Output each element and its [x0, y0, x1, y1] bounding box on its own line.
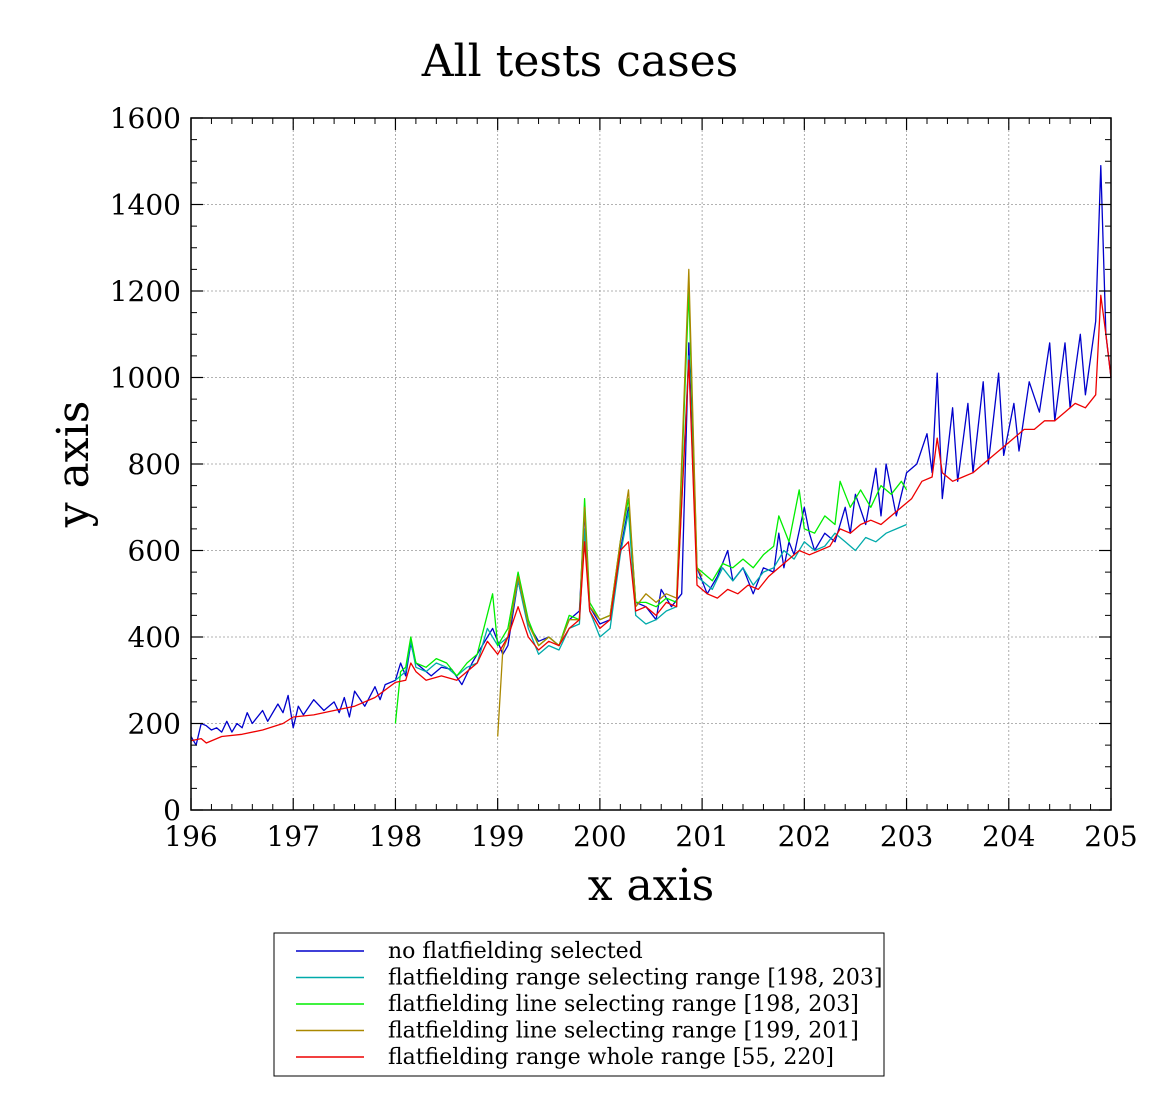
y-tick-label: 1000 [110, 362, 181, 395]
y-tick-label: 800 [128, 448, 181, 481]
x-tick-label: 203 [880, 820, 933, 853]
x-tick-label: 196 [164, 820, 217, 853]
series-line-2 [394, 355, 907, 681]
grid-lines [191, 118, 1111, 810]
x-tick-label: 201 [675, 820, 728, 853]
y-tick-label: 400 [128, 621, 181, 654]
y-tick-label: 1600 [110, 102, 181, 135]
chart-title: All tests cases [421, 36, 739, 87]
y-tick-label: 0 [163, 794, 181, 827]
x-axis-label: x axis [588, 860, 715, 911]
y-tick-label: 200 [128, 708, 181, 741]
series-line-3 [394, 290, 908, 724]
x-tick-label: 197 [266, 820, 319, 853]
series-line-1 [190, 164, 1112, 746]
x-tick-label: 205 [1084, 820, 1137, 853]
y-tick-label: 600 [128, 535, 181, 568]
legend-label: flatfielding range selecting range [198,… [388, 966, 882, 991]
axis-ticks: 196 197 198 199 200 201 202 203 204 205 0 200 400 600… [110, 102, 1138, 853]
x-tick-label: 200 [573, 820, 626, 853]
x-tick-label: 202 [778, 820, 831, 853]
series-line-4 [497, 268, 703, 737]
legend-label: no flatfielding selected [388, 939, 643, 964]
x-tick-label: 204 [982, 820, 1035, 853]
series-line-5 [190, 294, 1112, 744]
series-layer [190, 164, 1112, 746]
plot-area-frame [190, 117, 1112, 811]
y-tick-label: 1400 [110, 189, 181, 222]
x-tick-label: 199 [471, 820, 524, 853]
legend-label: flatfielding line selecting range [198, … [388, 992, 859, 1017]
legend-label: flatfielding line selecting range [199, … [388, 1019, 859, 1044]
legend-box [273, 932, 885, 1077]
legend-label: flatfielding range whole range [55, 220] [388, 1045, 834, 1070]
x-tick-label: 198 [369, 820, 422, 853]
y-axis-label: y axis [48, 401, 99, 529]
y-tick-label: 1200 [110, 275, 181, 308]
